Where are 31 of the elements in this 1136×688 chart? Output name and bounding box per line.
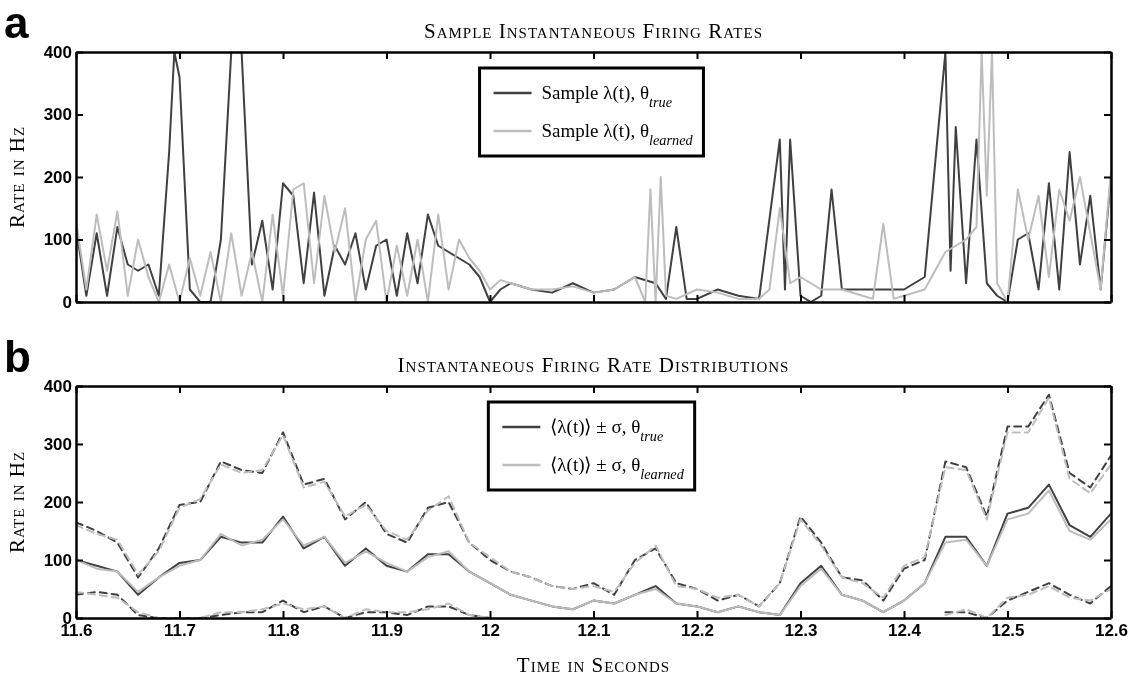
x-tick-label: 11.7 <box>163 621 197 641</box>
x-axis-title: Time in Seconds <box>516 653 671 677</box>
chart-title: Sample Instantaneous Firing Rates <box>423 19 764 43</box>
y-tick-label: 400 <box>43 376 72 396</box>
x-tick-label: 12.5 <box>991 621 1025 641</box>
x-tick-label: 12.4 <box>887 621 922 641</box>
x-tick-label: 11.8 <box>267 621 300 641</box>
y-axis-title: Rate in Hz <box>5 125 29 229</box>
y-axis-title: Rate in Hz <box>5 450 29 554</box>
text: a <box>4 0 29 47</box>
legend-label: Sample λ(t), θ$_{learned}$ <box>541 120 694 148</box>
x-tick-label: 11.9 <box>370 621 404 641</box>
y-tick-label: 100 <box>43 230 72 250</box>
line-series <box>76 52 1111 302</box>
x-tick-label: 12.2 <box>680 621 715 641</box>
y-tick-label: 300 <box>43 434 72 454</box>
x-tick-label: 12 <box>481 621 500 641</box>
chart-title: Instantaneous Firing Rate Distributions <box>397 353 790 377</box>
y-tick-label: 300 <box>43 105 72 125</box>
legend-label: Sample λ(t), θ$_{true}$ <box>541 82 673 110</box>
x-tick-label: 12.3 <box>784 621 818 641</box>
legend-label: ⟨λ(t)⟩ ± σ, θ$_{learned}$ <box>550 454 685 482</box>
y-tick-label: 0 <box>62 292 72 312</box>
x-tick-label: 12.6 <box>1094 621 1129 641</box>
y-tick-label: 200 <box>43 492 72 512</box>
y-tick-label: 200 <box>43 167 72 187</box>
text: b <box>4 332 31 381</box>
y-tick-label: 100 <box>43 550 72 570</box>
legend-label: ⟨λ(t)⟩ ± σ, θ$_{true}$ <box>550 416 664 444</box>
x-tick-label: 12.1 <box>577 621 611 641</box>
y-tick-label: 400 <box>43 42 72 62</box>
